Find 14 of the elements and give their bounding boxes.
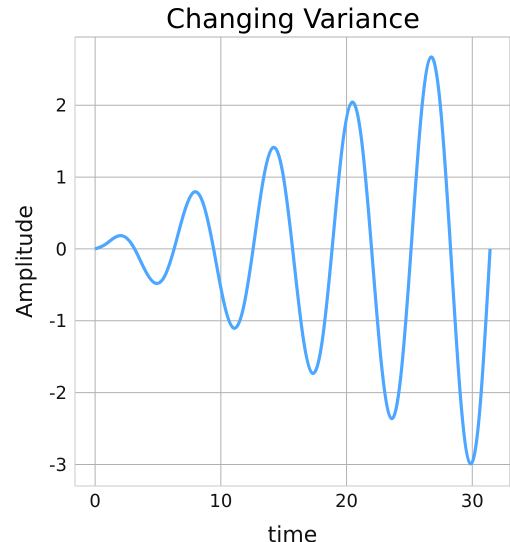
- x-tick-label: 20: [335, 490, 358, 512]
- y-axis-title: Amplitude: [12, 205, 38, 318]
- y-tick-label: -1: [49, 311, 67, 332]
- chart-title: Changing Variance: [165, 4, 421, 35]
- y-tick-label: 2: [56, 96, 67, 117]
- y-tick-label: -3: [49, 454, 67, 476]
- x-axis-title: time: [268, 523, 318, 542]
- y-tick-label: 1: [56, 167, 67, 188]
- y-tick-label: 0: [56, 239, 67, 260]
- x-tick-label: 30: [460, 490, 484, 512]
- line-series: [94, 56, 492, 466]
- y-tick-label: -2: [49, 383, 67, 404]
- x-tick-label: 0: [89, 490, 101, 512]
- x-tick-label: 10: [209, 490, 232, 512]
